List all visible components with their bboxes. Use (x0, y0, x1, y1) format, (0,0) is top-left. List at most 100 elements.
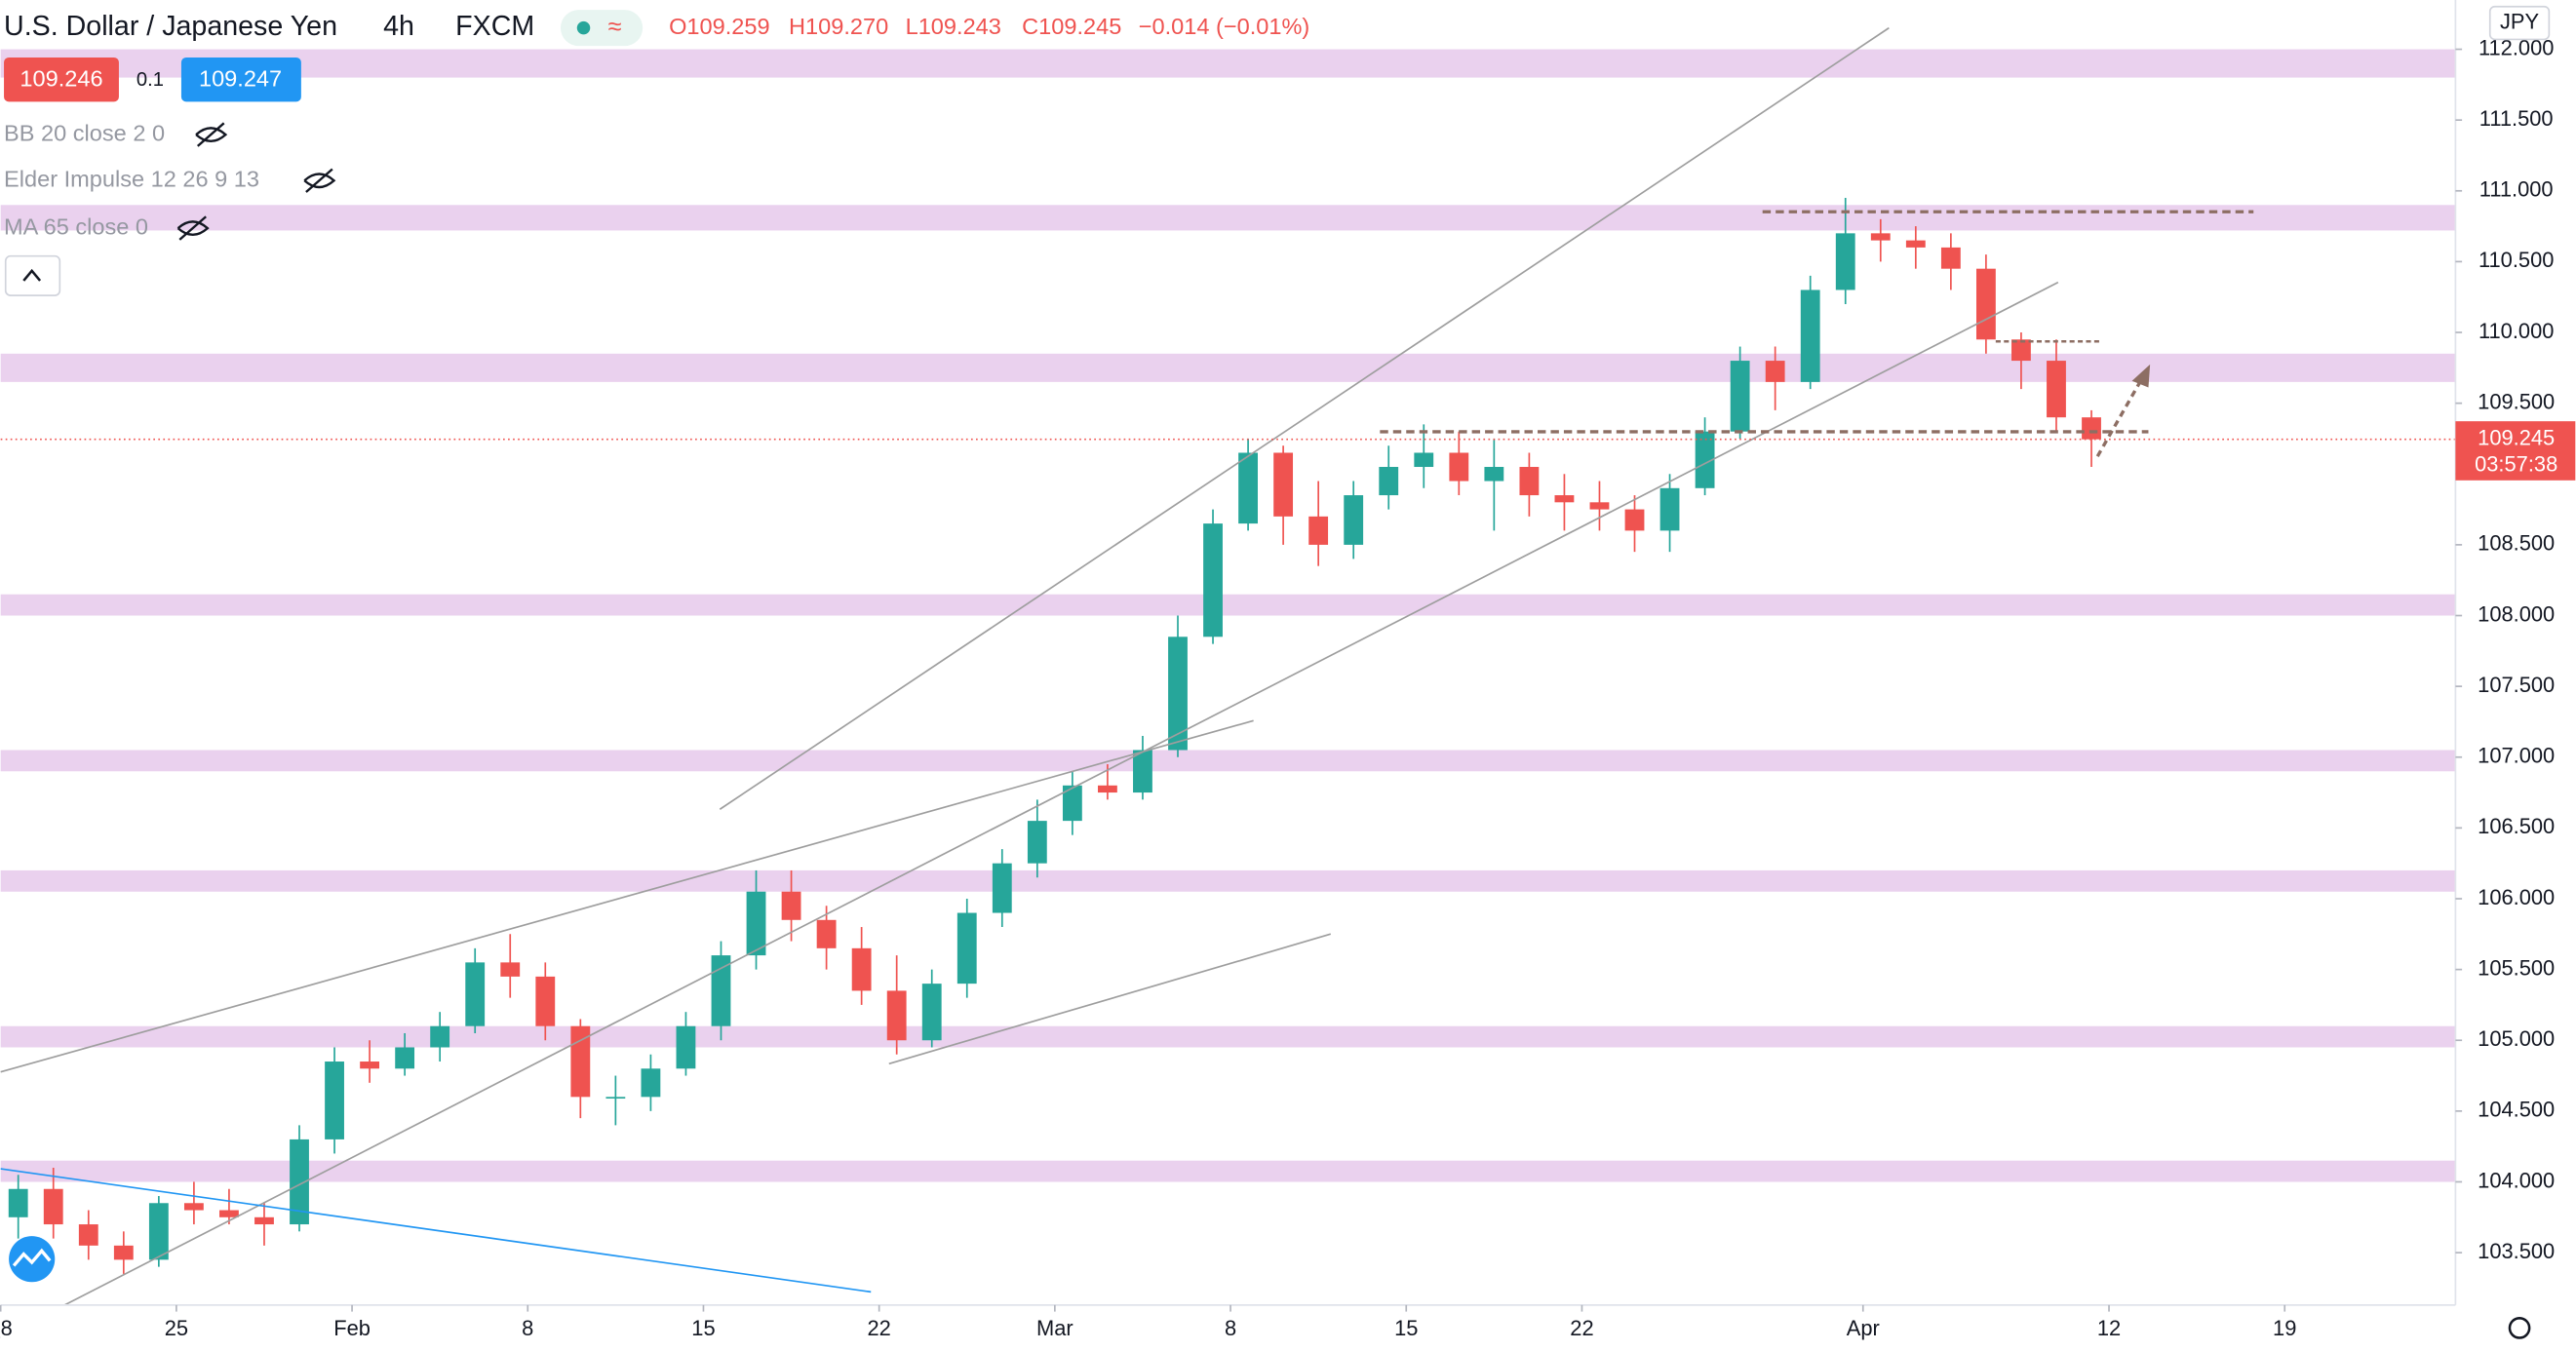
ohlc-open: O109.259 (669, 14, 770, 39)
candle-body (1098, 785, 1117, 793)
x-tick-label: 25 (165, 1316, 188, 1340)
sell-button[interactable] (4, 57, 119, 102)
indicator: Elder Impulse 12 26 9 13 (4, 166, 259, 191)
candle-body (1905, 240, 1926, 248)
trend-line (0, 1168, 872, 1293)
chevron (22, 268, 42, 282)
candle-body (1695, 431, 1715, 488)
candle-body (711, 955, 731, 1026)
x-tick-label: Feb (333, 1316, 371, 1340)
x-tick-label: 22 (1570, 1316, 1593, 1340)
interval: 4h (383, 11, 414, 42)
candle-body (1414, 452, 1434, 468)
candle-body (500, 962, 521, 977)
currency-box[interactable] (2488, 5, 2551, 41)
y-tick-label: 104.000 (2478, 1168, 2555, 1192)
candle-body (1484, 467, 1504, 482)
hide-icon[interactable] (303, 168, 336, 193)
x-tick-label: 22 (867, 1316, 890, 1340)
x-tick-label: Apr (1847, 1316, 1880, 1340)
eye-icons (176, 122, 336, 241)
candle-body (2082, 417, 2101, 440)
y-tick-label: 107.000 (2478, 744, 2555, 768)
candle-body (992, 863, 1012, 913)
candle-body (535, 976, 556, 1026)
x-tick-label: 15 (691, 1316, 715, 1340)
exchange: FXCM (455, 11, 534, 42)
hide-icon[interactable] (176, 215, 210, 241)
candle-body (816, 919, 837, 948)
candle-body (1659, 487, 1680, 531)
candle-body (2011, 339, 2031, 362)
status-pill[interactable] (560, 10, 644, 47)
candle-body (1519, 467, 1540, 496)
candle-body (113, 1245, 134, 1260)
zone (0, 869, 2456, 892)
candle-body (290, 1139, 309, 1225)
candle-body (851, 947, 872, 991)
y-tick-label: 104.500 (2478, 1098, 2555, 1122)
candle-body (1203, 523, 1223, 637)
candle-body (219, 1210, 239, 1217)
symbol: U.S. Dollar / Japanese Yen (4, 11, 337, 42)
candles (8, 198, 2101, 1274)
candle-body (1800, 290, 1820, 382)
collapse-button[interactable] (4, 254, 61, 296)
countdown: 03:57:38 (2475, 451, 2557, 476)
candle-body (746, 891, 766, 956)
candle-body (1238, 452, 1258, 524)
bid: 109.246 (20, 66, 102, 92)
candle-body (1168, 637, 1188, 751)
hide-icon[interactable] (195, 122, 228, 147)
candle-body (1730, 361, 1750, 432)
ohlc-close: C109.245 (1022, 14, 1121, 39)
candle-body (956, 912, 977, 984)
candle-body (2047, 361, 2066, 418)
x-tick-label: 12 (2097, 1316, 2121, 1340)
y-tick-label: 106.500 (2478, 814, 2555, 838)
indicator: MA 65 close 0 (4, 213, 148, 239)
candle-body (183, 1203, 204, 1211)
buy-button[interactable] (180, 57, 301, 102)
time-axis (0, 1304, 2576, 1351)
candle-body (1589, 502, 1610, 510)
candle-body (1624, 509, 1645, 531)
candle-body (1379, 467, 1399, 496)
y-tick-label: 111.000 (2479, 177, 2554, 202)
arrow (2095, 374, 2145, 458)
trend-line (0, 281, 2059, 1339)
candle-body (1940, 247, 1961, 269)
y-tick-label: 109.500 (2478, 389, 2555, 413)
candle-body (254, 1216, 274, 1225)
candle-body (43, 1188, 63, 1225)
trend-line (719, 26, 1890, 810)
candle-body (1273, 452, 1294, 517)
candle-body (1449, 452, 1469, 482)
price-label-box (2455, 421, 2576, 481)
zone (0, 1160, 2456, 1182)
zone (0, 1025, 2456, 1048)
ohlc-change: −0.014 (−0.01%) (1139, 14, 1310, 39)
zone (0, 49, 2456, 78)
y-tick-label: 111.500 (2479, 106, 2554, 131)
candle-body (148, 1203, 169, 1260)
candle-body (1835, 233, 1855, 290)
candle-body (1554, 495, 1575, 503)
currency: JPY (2500, 9, 2540, 33)
candle-body (1308, 516, 1329, 545)
candle-body (1975, 268, 1996, 340)
settings-icon[interactable] (2508, 1317, 2531, 1339)
ohlc-high: H109.270 (789, 14, 888, 39)
axes: 103.500 104.000 104.500 105.000 105.500 106.0… (0, 35, 2555, 1340)
candle-body (921, 984, 942, 1041)
zone (0, 594, 2456, 616)
candle-body (395, 1047, 415, 1069)
x-tick-label: Mar (1036, 1316, 1073, 1340)
spread: 0.1 (137, 69, 164, 91)
zones (0, 49, 2456, 1182)
candle-body (78, 1224, 98, 1246)
candle-body (325, 1062, 344, 1139)
logo[interactable] (9, 1236, 56, 1283)
